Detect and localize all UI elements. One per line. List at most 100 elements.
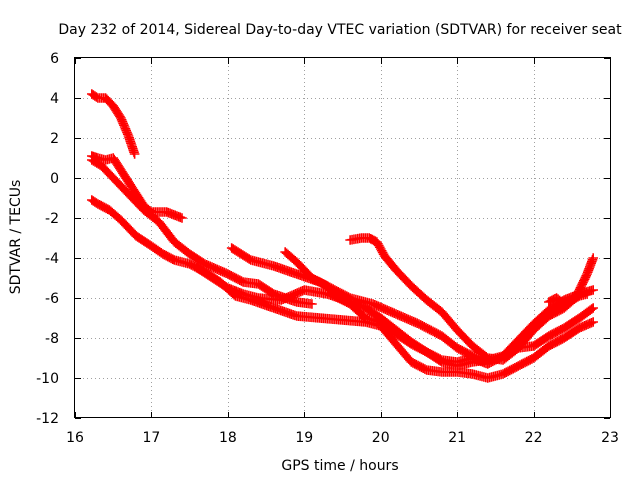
grid: [75, 58, 610, 418]
fill-marker: [417, 321, 428, 331]
data-point: [452, 361, 462, 371]
x-tick-label: 18: [219, 430, 237, 446]
data-point: [559, 299, 569, 309]
data-point: [437, 331, 447, 341]
data-point: [108, 101, 119, 111]
data-point: [322, 281, 333, 291]
data-point: [364, 233, 375, 243]
data-point: [93, 199, 103, 209]
y-tick-label: -8: [45, 331, 59, 347]
y-tick-label: 4: [50, 91, 59, 107]
series-arc-1: [87, 89, 140, 159]
data-point: [100, 93, 111, 103]
data-point: [291, 269, 302, 279]
data-point: [482, 373, 493, 383]
data-point: [129, 149, 140, 159]
data-point: [574, 291, 585, 301]
data-point: [467, 369, 478, 379]
data-point: [421, 295, 432, 305]
data-point: [108, 173, 119, 183]
data-point: [223, 269, 233, 279]
data-point: [87, 89, 97, 99]
fill-marker: [431, 328, 442, 339]
data-point: [544, 311, 554, 321]
data-point: [337, 315, 348, 325]
y-tick-label: -12: [36, 411, 59, 427]
data-point: [588, 285, 598, 295]
data-point: [299, 285, 310, 295]
fill-marker: [422, 323, 433, 334]
x-tick-label: 22: [525, 430, 543, 446]
y-tick-label: 6: [50, 51, 59, 67]
data-point: [169, 237, 180, 247]
data-point: [406, 339, 417, 349]
data-point: [421, 347, 432, 357]
data-point: [184, 259, 195, 269]
data-point: [528, 325, 539, 335]
data-point: [391, 339, 401, 349]
data-point: [131, 231, 141, 241]
fill-marker: [244, 254, 254, 264]
chart-title: Day 232 of 2014, Sidereal Day-to-day VTE…: [58, 22, 622, 38]
data-point: [169, 255, 180, 265]
fill-marker: [426, 325, 437, 336]
data-point: [93, 93, 103, 103]
data-point: [582, 289, 592, 299]
data-point: [406, 357, 417, 367]
data-point: [223, 283, 233, 293]
fill-marker: [236, 276, 247, 286]
series-arc-2: [87, 151, 187, 223]
x-axis-label: GPS time / hours: [281, 458, 398, 474]
data-point: [498, 355, 508, 365]
data-point: [467, 357, 478, 367]
data-point: [276, 295, 287, 305]
data-point: [452, 343, 462, 353]
data-point: [360, 313, 371, 323]
data-point: [192, 263, 203, 273]
fill-marker: [581, 270, 592, 281]
data-point: [437, 367, 447, 377]
data-point: [414, 319, 424, 329]
x-tick-label: 17: [143, 430, 161, 446]
data-point: [391, 329, 401, 339]
fill-marker: [586, 304, 597, 314]
data-point: [200, 259, 210, 269]
fill-marker: [428, 326, 438, 337]
fill-marker: [167, 254, 178, 264]
tick-labels: 16 17 18 19 20 21 22 23 -12 -10 -8 -6 -4 -2 0 2 4 6: [36, 51, 619, 446]
data-point: [437, 357, 447, 367]
data-point: [528, 353, 539, 363]
fill-marker: [415, 320, 426, 330]
data-point: [158, 249, 168, 259]
y-tick-label: 0: [50, 171, 59, 187]
data-point: [406, 281, 417, 291]
data-point: [123, 189, 134, 199]
data-point: [375, 317, 386, 327]
data-point: [207, 273, 218, 283]
data-point: [100, 155, 111, 165]
data-point: [452, 325, 462, 335]
data-point: [307, 273, 317, 283]
data-point: [291, 297, 302, 307]
fill-marker: [430, 327, 440, 338]
fill-marker: [420, 364, 430, 374]
data-point: [116, 165, 126, 175]
data-point: [177, 213, 187, 223]
data-point: [154, 217, 164, 227]
data-point: [161, 207, 172, 217]
data-point: [391, 265, 401, 275]
data-point: [238, 277, 248, 287]
data-point: [498, 369, 508, 379]
y-tick-label: -10: [36, 371, 59, 387]
plot-frame: [74, 57, 611, 418]
fill-marker: [421, 322, 431, 333]
y-tick-label: -2: [45, 211, 59, 227]
data-point: [226, 243, 237, 253]
axis-ticks: [75, 58, 611, 419]
data-point: [544, 331, 554, 341]
data-point: [116, 113, 126, 123]
data-point: [513, 343, 524, 353]
x-tick-label: 23: [601, 430, 619, 446]
data-point: [467, 341, 478, 351]
